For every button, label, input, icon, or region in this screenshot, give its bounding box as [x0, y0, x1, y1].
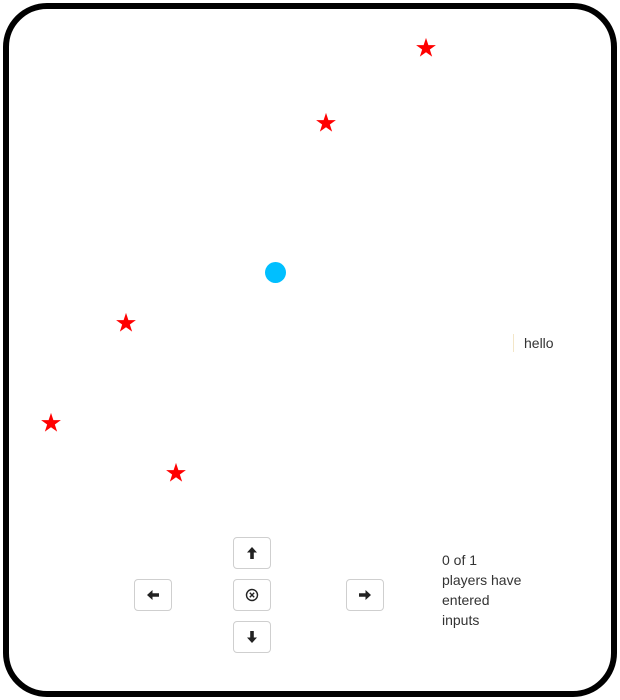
move-left-button[interactable] — [134, 579, 172, 611]
star-icon — [166, 462, 186, 482]
star-icon — [41, 412, 61, 432]
stay-button[interactable] — [233, 579, 271, 611]
chat-message: hello — [513, 334, 554, 352]
status-line: inputs — [442, 612, 480, 628]
arrow-left-icon — [147, 590, 159, 600]
status-line: players have — [442, 572, 522, 588]
move-up-button[interactable] — [233, 537, 271, 569]
status-line: entered — [442, 592, 490, 608]
move-right-button[interactable] — [346, 579, 384, 611]
star-icon — [316, 112, 336, 132]
status-line: 0 of 1 — [442, 552, 478, 568]
move-down-button[interactable] — [233, 621, 271, 653]
player-token — [265, 262, 286, 283]
game-frame — [3, 3, 617, 697]
arrow-down-icon — [247, 631, 257, 643]
star-icon — [416, 37, 436, 57]
arrow-right-icon — [359, 590, 371, 600]
star-icon — [116, 312, 136, 332]
stay-icon — [245, 588, 259, 602]
arrow-up-icon — [247, 547, 257, 559]
input-status: 0 of 1 players have entered inputs — [442, 550, 552, 630]
